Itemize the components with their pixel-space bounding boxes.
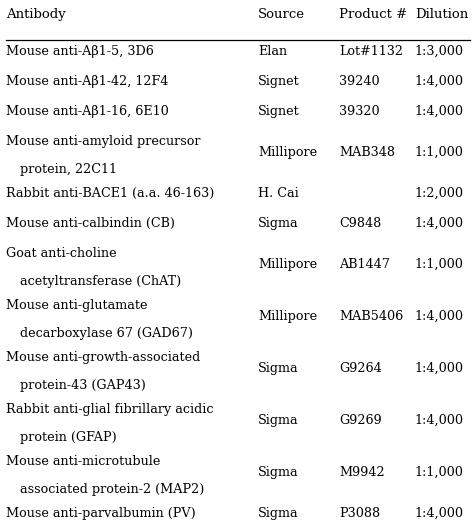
Text: Mouse anti-parvalbumin (PV): Mouse anti-parvalbumin (PV)	[6, 507, 196, 520]
Text: Goat anti-choline: Goat anti-choline	[6, 247, 117, 260]
Text: Sigma: Sigma	[258, 217, 299, 230]
Text: G9264: G9264	[339, 362, 382, 375]
Text: 1:4,000: 1:4,000	[415, 310, 464, 323]
Text: Signet: Signet	[258, 105, 300, 118]
Text: 1:4,000: 1:4,000	[415, 217, 464, 230]
Text: Elan: Elan	[258, 45, 287, 58]
Text: Mouse anti-Aβ1-42, 12F4: Mouse anti-Aβ1-42, 12F4	[6, 75, 169, 88]
Text: Product #: Product #	[339, 8, 407, 21]
Text: Mouse anti-Aβ1-16, 6E10: Mouse anti-Aβ1-16, 6E10	[6, 105, 169, 118]
Text: protein (GFAP): protein (GFAP)	[20, 431, 117, 444]
Text: Mouse anti-glutamate: Mouse anti-glutamate	[6, 299, 148, 312]
Text: Rabbit anti-glial fibrillary acidic: Rabbit anti-glial fibrillary acidic	[6, 403, 214, 416]
Text: 1:4,000: 1:4,000	[415, 105, 464, 118]
Text: protein, 22C11: protein, 22C11	[20, 163, 117, 176]
Text: Sigma: Sigma	[258, 414, 299, 427]
Text: MAB5406: MAB5406	[339, 310, 403, 323]
Text: 1:4,000: 1:4,000	[415, 362, 464, 375]
Text: Millipore: Millipore	[258, 310, 318, 323]
Text: protein-43 (GAP43): protein-43 (GAP43)	[20, 379, 146, 392]
Text: P3088: P3088	[339, 507, 380, 520]
Text: G9269: G9269	[339, 414, 382, 427]
Text: Millipore: Millipore	[258, 258, 318, 271]
Text: Source: Source	[258, 8, 305, 21]
Text: 1:4,000: 1:4,000	[415, 414, 464, 427]
Text: 1:1,000: 1:1,000	[415, 146, 464, 159]
Text: 1:1,000: 1:1,000	[415, 258, 464, 271]
Text: associated protein-2 (MAP2): associated protein-2 (MAP2)	[20, 483, 205, 496]
Text: Mouse anti-microtubule: Mouse anti-microtubule	[6, 455, 161, 468]
Text: Mouse anti-growth-associated: Mouse anti-growth-associated	[6, 351, 201, 364]
Text: Mouse anti-Aβ1-5, 3D6: Mouse anti-Aβ1-5, 3D6	[6, 45, 154, 58]
Text: 1:4,000: 1:4,000	[415, 75, 464, 88]
Text: Sigma: Sigma	[258, 466, 299, 479]
Text: H. Cai: H. Cai	[258, 187, 299, 200]
Text: Lot#1132: Lot#1132	[339, 45, 403, 58]
Text: Rabbit anti-BACE1 (a.a. 46-163): Rabbit anti-BACE1 (a.a. 46-163)	[6, 187, 215, 200]
Text: Sigma: Sigma	[258, 507, 299, 520]
Text: 1:4,000: 1:4,000	[415, 507, 464, 520]
Text: MAB348: MAB348	[339, 146, 395, 159]
Text: acetyltransferase (ChAT): acetyltransferase (ChAT)	[20, 275, 182, 288]
Text: Mouse anti-amyloid precursor: Mouse anti-amyloid precursor	[6, 135, 201, 148]
Text: Dilution: Dilution	[415, 8, 468, 21]
Text: 1:1,000: 1:1,000	[415, 466, 464, 479]
Text: M9942: M9942	[339, 466, 384, 479]
Text: Antibody: Antibody	[6, 8, 66, 21]
Text: 39240: 39240	[339, 75, 380, 88]
Text: Signet: Signet	[258, 75, 300, 88]
Text: Millipore: Millipore	[258, 146, 318, 159]
Text: Mouse anti-calbindin (CB): Mouse anti-calbindin (CB)	[6, 217, 175, 230]
Text: 1:2,000: 1:2,000	[415, 187, 464, 200]
Text: 39320: 39320	[339, 105, 380, 118]
Text: AB1447: AB1447	[339, 258, 390, 271]
Text: Sigma: Sigma	[258, 362, 299, 375]
Text: 1:3,000: 1:3,000	[415, 45, 464, 58]
Text: C9848: C9848	[339, 217, 381, 230]
Text: decarboxylase 67 (GAD67): decarboxylase 67 (GAD67)	[20, 327, 193, 340]
